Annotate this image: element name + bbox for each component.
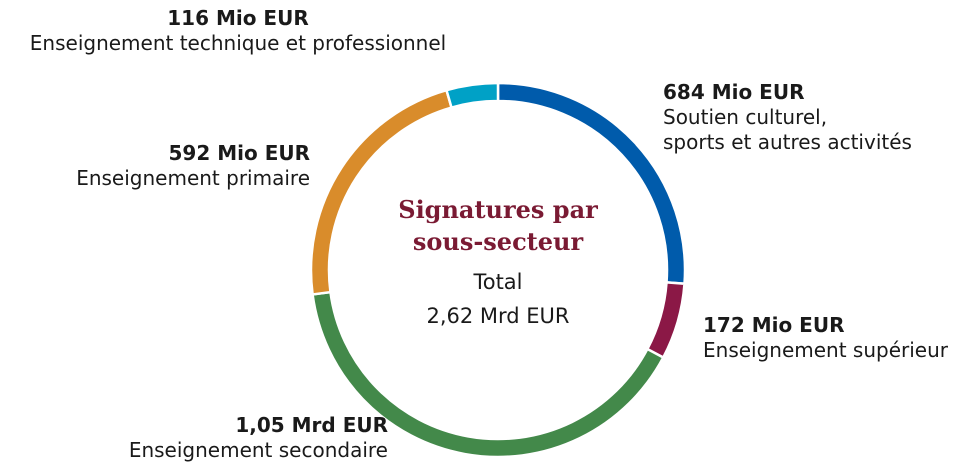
segment-label: 116 Mio EUR Enseignement technique et pro…	[0, 6, 476, 56]
segment-label: 684 Mio EUR Soutien culturel, sports et a…	[663, 80, 963, 155]
category-label: Enseignement secondaire	[128, 438, 388, 462]
segment-label: 1,05 Mrd EUR Enseignement secondaire	[60, 413, 388, 463]
donut-segment	[444, 81, 500, 110]
value-label: 116 Mio EUR	[167, 6, 309, 30]
category-label: Enseignement technique et professionnel	[29, 31, 447, 55]
segment-label: 172 Mio EUR Enseignement supérieur	[703, 313, 976, 363]
total-label: Total 2,62 Mrd EUR	[426, 270, 570, 328]
value-label: 592 Mio EUR	[168, 141, 310, 165]
value-label: 172 Mio EUR	[703, 313, 845, 337]
category-label: Enseignement primaire	[76, 166, 310, 190]
value-label: 1,05 Mrd EUR	[235, 413, 388, 437]
donut-segment	[645, 281, 686, 360]
chart-title: Signatures par sous-secteur	[398, 195, 598, 256]
donut-segment	[309, 88, 454, 296]
category-label: Soutien culturel, sports et autres activ…	[663, 105, 912, 154]
segment-label: 592 Mio EUR Enseignement primaire	[10, 141, 310, 191]
category-label: Enseignement supérieur	[703, 338, 949, 362]
value-label: 684 Mio EUR	[663, 80, 805, 104]
